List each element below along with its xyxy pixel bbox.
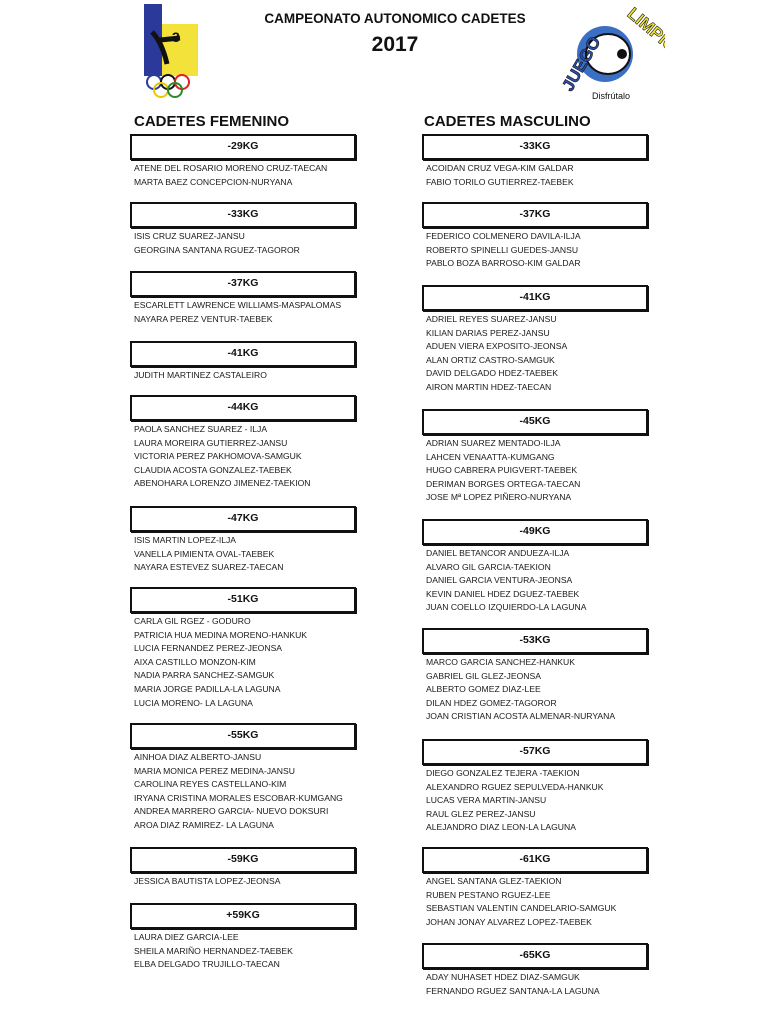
competitor-name: ALAN ORTIZ CASTRO-SAMGUK [426, 354, 555, 365]
weight-category-box: -33KG [422, 134, 648, 160]
weight-category-box: -37KG [422, 202, 648, 228]
competitor-name: FABIO TORILO GUTIERREZ-TAEBEK [426, 176, 574, 187]
competitor-name: AROA DIAZ RAMIREZ- LA LAGUNA [134, 820, 274, 830]
masculino-heading: CADETES MASCULINO [424, 113, 591, 130]
weight-category-box: -33KG [130, 202, 356, 228]
competitor-name: HUGO CABRERA PUIGVERT-TAEBEK [426, 465, 578, 476]
weight-category-box: -41KG [422, 285, 648, 311]
competitor-name: RAUL GLEZ PEREZ-JANSU [426, 808, 536, 819]
competitor-name: DIEGO GONZALEZ TEJERA -TAEKION [426, 768, 580, 778]
competitor-name: ROBERTO SPINELLI GUEDES-JANSU [426, 244, 579, 255]
weight-category-box: -51KG [130, 587, 356, 613]
competitor-name: ELBA DELGADO TRUJILLO-TAECAN [134, 959, 280, 970]
competitor-name: JUDITH MARTINEZ CASTALEIRO [134, 370, 267, 380]
competitor-name: ALBERTO GOMEZ DIAZ-LEE [426, 684, 541, 695]
weight-category-box: -53KG [422, 628, 648, 654]
competitor-name: MARIA JORGE PADILLA-LA LAGUNA [134, 684, 281, 694]
weight-category-box: -61KG [422, 847, 648, 873]
competitor-name: ADRIAN SUAREZ MENTADO-ILJA [426, 438, 561, 448]
competitor-name: VICTORIA PEREZ PAKHOMOVA-SAMGUK [134, 451, 302, 462]
competitor-name: ADUEN VIERA EXPOSITO-JEONSA [426, 341, 568, 352]
federation-logo: 3 [122, 2, 217, 100]
competitor-name: RUBEN PESTANO RGUEZ-LEE [426, 889, 551, 900]
competitor-name: NAYARA ESTEVEZ SUAREZ-TAECAN [134, 562, 284, 573]
competitor-name: LUCAS VERA MARTIN-JANSU [426, 795, 547, 806]
competitor-name: MARTA BAEZ CONCEPCION-NURYANA [134, 176, 293, 187]
competitor-name: CARLA GIL RGEZ - GODURO [134, 616, 251, 626]
weight-category-box: -55KG [130, 723, 356, 749]
competitor-name: LAHCEN VENAATTA-KUMGANG [426, 451, 555, 462]
competitor-name: ANGEL SANTANA GLEZ-TAEKION [426, 876, 562, 886]
competitor-name: JESSICA BAUTISTA LOPEZ-JEONSA [134, 876, 281, 886]
competitor-name: JUAN COELLO IZQUIERDO-LA LAGUNA [426, 602, 587, 613]
femenino-heading: CADETES FEMENINO [134, 113, 290, 130]
competitor-name: ADRIEL REYES SUAREZ-JANSU [426, 314, 557, 324]
competitor-name: FEDERICO COLMENERO DAVILA-ILJA [426, 231, 581, 241]
svg-text:3: 3 [172, 29, 180, 45]
competitor-name: LAURA DIEZ GARCIA-LEE [134, 932, 239, 942]
competitor-name: ALVARO GIL GARCIA-TAEKION [426, 561, 551, 572]
weight-category-box: +59KG [130, 903, 356, 929]
competitor-name: LAURA MOREIRA GUTIERREZ-JANSU [134, 437, 288, 448]
competitor-name: AIXA CASTILLO MONZON-KIM [134, 656, 256, 667]
competitor-name: PATRICIA HUA MEDINA MORENO-HANKUK [134, 629, 308, 640]
competitor-name: LUCIA FERNANDEZ PEREZ-JEONSA [134, 643, 283, 654]
competitor-name: MARCO GARCIA SANCHEZ-HANKUK [426, 657, 575, 667]
weight-category-box: -29KG [130, 134, 356, 160]
competitor-name: KEVIN DANIEL HDEZ DGUEZ-TAEBEK [426, 588, 580, 599]
competitor-name: PABLO BOZA BARROSO-KIM GALDAR [426, 258, 581, 269]
competitor-name: ABENOHARA LORENZO JIMENEZ-TAEKION [134, 478, 311, 489]
competitor-name: AIRON MARTIN HDEZ-TAECAN [426, 382, 552, 392]
competitor-name: ALEXANDRO RGUEZ SEPULVEDA-HANKUK [426, 781, 604, 792]
weight-category-box: -59KG [130, 847, 356, 873]
competitor-name: AINHOA DIAZ ALBERTO-JANSU [134, 752, 262, 762]
competitor-name: ATENE DEL ROSARIO MORENO CRUZ-TAECAN [134, 163, 328, 173]
competitor-name: SEBASTIAN VALENTIN CANDELARIO-SAMGUK [426, 903, 617, 914]
competitor-name: VANELLA PIMIENTA OVAL-TAEBEK [134, 548, 275, 559]
competitor-name: NADIA PARRA SANCHEZ-SAMGUK [134, 670, 275, 681]
weight-category-box: -65KG [422, 943, 648, 969]
competitor-name: LUCIA MORENO- LA LAGUNA [134, 697, 253, 708]
competitor-name: DILAN HDEZ GOMEZ-TAGOROR [426, 697, 557, 708]
weight-category-box: -57KG [422, 739, 648, 765]
competitor-name: CLAUDIA ACOSTA GONZALEZ-TAEBEK [134, 464, 292, 475]
competitor-name: NAYARA PEREZ VENTUR-TAEBEK [134, 313, 273, 324]
competitor-name: SHEILA MARIÑO HERNANDEZ-TAEBEK [134, 945, 293, 956]
competitor-name: CAROLINA REYES CASTELLANO-KIM [134, 779, 287, 790]
competitor-name: IRYANA CRISTINA MORALES ESCOBAR-KUMGANG [134, 792, 343, 803]
weight-category-box: -47KG [130, 506, 356, 532]
competitor-name: GEORGINA SANTANA RGUEZ-TAGOROR [134, 244, 300, 255]
weight-category-box: -49KG [422, 519, 648, 545]
weight-category-box: -44KG [130, 395, 356, 421]
competitor-name: ISIS MARTIN LOPEZ-ILJA [134, 535, 237, 545]
weight-category-box: -37KG [130, 271, 356, 297]
competitor-name: DANIEL GARCIA VENTURA-JEONSA [426, 575, 573, 586]
competitor-name: ALEJANDRO DIAZ LEON-LA LAGUNA [426, 822, 576, 833]
competitor-name: DANIEL BETANCOR ANDUEZA-ILJA [426, 548, 570, 558]
competitor-name: PAOLA SANCHEZ SUAREZ - ILJA [134, 424, 268, 434]
page-year: 2017 [371, 33, 419, 56]
competitor-name: ESCARLETT LAWRENCE WILLIAMS-MASPALOMAS [134, 300, 342, 310]
competitor-name: KILIAN DARIAS PEREZ-JANSU [426, 327, 550, 338]
competitor-name: DERIMAN BORGES ORTEGA-TAECAN [426, 478, 581, 489]
svg-text:Disfrútalo: Disfrútalo [592, 91, 630, 101]
weight-category-box: -45KG [422, 409, 648, 435]
competitor-name: GABRIEL GIL GLEZ-JEONSA [426, 670, 541, 681]
competitor-name: DAVID DELGADO HDEZ-TAEBEK [426, 368, 558, 379]
competitor-name: MARIA MONICA PEREZ MEDINA-JANSU [134, 765, 295, 776]
competitor-name: ISIS CRUZ SUAREZ-JANSU [134, 231, 245, 241]
competitor-name: FERNANDO RGUEZ SANTANA-LA LAGUNA [426, 985, 600, 996]
competitor-name: ADAY NUHASET HDEZ DIAZ-SAMGUK [426, 972, 580, 982]
competitor-name: ANDREA MARRERO GARCIA- NUEVO DOKSURI [134, 806, 329, 817]
competitor-name: JOSE Mª LOPEZ PIÑERO-NURYANA [426, 492, 572, 503]
competitor-name: ACOIDAN CRUZ VEGA-KIM GALDAR [426, 163, 574, 173]
competitor-name: JOHAN JONAY ALVAREZ LOPEZ-TAEBEK [426, 916, 592, 927]
page-title: CAMPEONATO AUTONOMICO CADETES [264, 11, 526, 26]
weight-category-box: -41KG [130, 341, 356, 367]
competitor-name: JOAN CRISTIAN ACOSTA ALMENAR-NURYANA [426, 711, 616, 722]
